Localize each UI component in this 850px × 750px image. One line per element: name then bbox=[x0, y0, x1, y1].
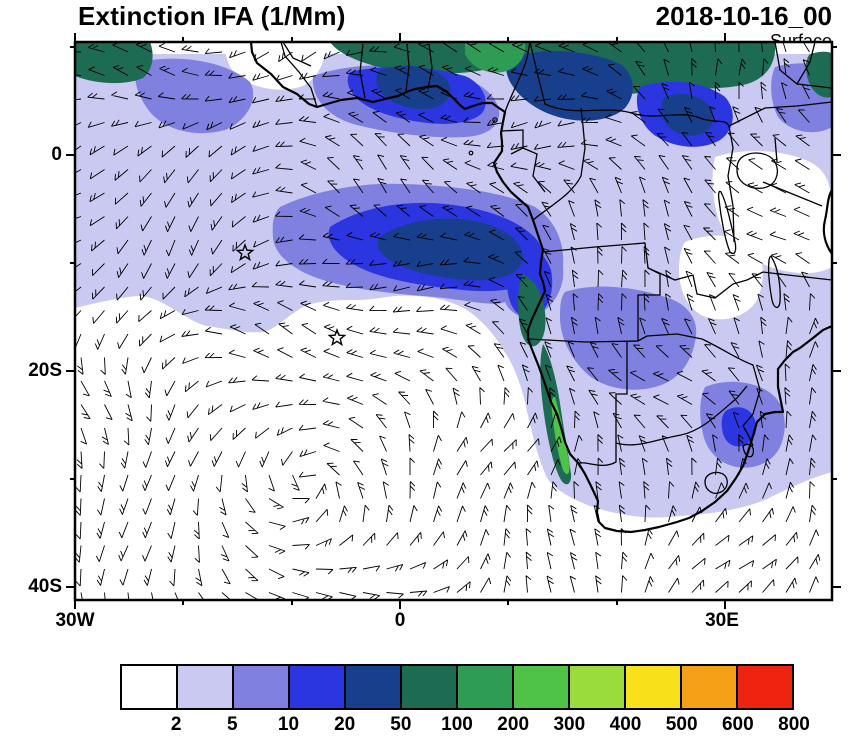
y-axis-label-20s: 20S bbox=[28, 360, 62, 381]
colorbar-cell bbox=[232, 664, 290, 710]
colorbar-labels: 2 5 10 20 50 100 200 300 400 500 600 800 bbox=[120, 714, 810, 738]
x-axis-label-0: 0 bbox=[394, 610, 406, 631]
colorbar-label: 20 bbox=[334, 714, 356, 735]
colorbar-label: 100 bbox=[441, 714, 473, 735]
coastline-east bbox=[822, 189, 832, 255]
colorbar-cell bbox=[456, 664, 514, 710]
colorbar-cell bbox=[344, 664, 402, 710]
fill-region-level5-congo-coast bbox=[518, 274, 546, 347]
colorbar-cell bbox=[512, 664, 570, 710]
y-axis-label-eq: 0 bbox=[51, 144, 62, 165]
map-frame bbox=[73, 40, 834, 602]
y-axis-label-40s: 40S bbox=[28, 576, 62, 597]
plot-title: Extinction IFA (1/Mm) bbox=[78, 1, 346, 31]
x-axis-label-30w: 30W bbox=[55, 610, 95, 631]
wind-barb-layer bbox=[75, 42, 821, 600]
fill-region-level4-a bbox=[377, 218, 523, 281]
coastline bbox=[249, 42, 832, 534]
fill-region-level5-a bbox=[75, 42, 153, 84]
colorbar-cell bbox=[736, 664, 794, 710]
colorbar-cell bbox=[176, 664, 234, 710]
colorbar-cell bbox=[680, 664, 738, 710]
fill-region-level2-a bbox=[135, 58, 254, 134]
colorbar-label: 800 bbox=[778, 714, 810, 735]
lake-tanganyika bbox=[717, 190, 737, 255]
colorbar-label: 400 bbox=[609, 714, 642, 735]
colorbar-cell bbox=[568, 664, 626, 710]
country-borders bbox=[280, 42, 832, 494]
plot-datetime: 2018-10-16_00 bbox=[655, 1, 832, 31]
map-plot bbox=[66, 33, 841, 609]
island-bioko bbox=[492, 117, 498, 123]
fill-region-clear-rift bbox=[679, 235, 763, 320]
colorbar-label: 2 bbox=[170, 714, 182, 735]
lakes-layer bbox=[717, 152, 781, 309]
colorbar-cell bbox=[120, 664, 178, 710]
x-axis-label-30e: 30E bbox=[705, 610, 739, 631]
fill-region-level5-b bbox=[330, 42, 506, 74]
wind-barb-field bbox=[75, 42, 821, 600]
colorbar-label: 50 bbox=[390, 714, 412, 735]
colorbar-cell bbox=[624, 664, 682, 710]
island-sao-tome bbox=[468, 150, 474, 156]
axis-ticks bbox=[66, 33, 841, 609]
fill-region-level2-e bbox=[560, 286, 697, 390]
lake-victoria bbox=[736, 152, 778, 189]
colorbar bbox=[120, 664, 794, 710]
colorbar-label: 500 bbox=[665, 714, 698, 735]
fill-region-level6-top bbox=[465, 42, 526, 73]
colorbar-label: 5 bbox=[227, 714, 238, 735]
colorbar-label: 10 bbox=[277, 714, 300, 735]
star-marker-2 bbox=[327, 328, 347, 347]
star-marker-1 bbox=[235, 243, 255, 262]
colorbar-cell bbox=[288, 664, 346, 710]
colorbar-label: 300 bbox=[553, 714, 586, 735]
fill-region-level7-namibia-coast bbox=[551, 396, 570, 475]
fill-region-level4-nigeria bbox=[506, 51, 633, 121]
map-layers bbox=[75, 42, 832, 600]
colorbar-label: 600 bbox=[721, 714, 754, 735]
lake-malawi bbox=[767, 255, 781, 309]
colorbar-label: 200 bbox=[497, 714, 530, 735]
colorbar-cell bbox=[400, 664, 458, 710]
